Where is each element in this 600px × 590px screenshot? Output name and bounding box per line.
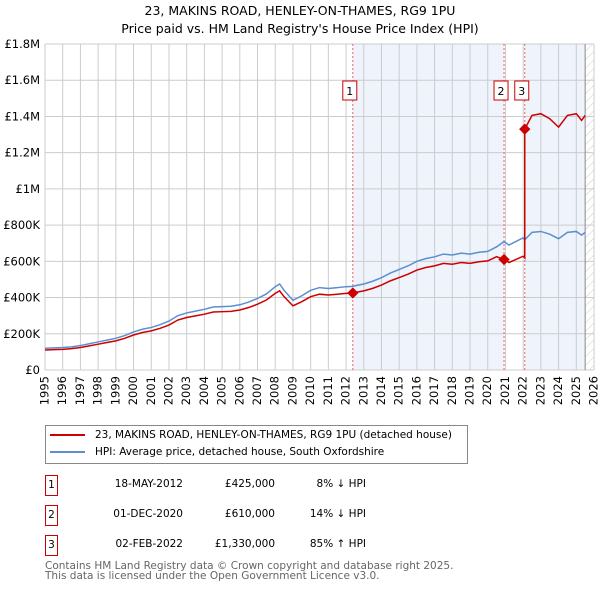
- sale-date: 02-FEB-2022: [115, 538, 183, 550]
- x-tick-label: 2023: [533, 376, 547, 405]
- sale-hpi-diff: 14% ↓ HPI: [309, 508, 366, 520]
- footer-copyright: Contains HM Land Registry data © Crown c…: [45, 560, 454, 572]
- legend-hpi-swatch: [50, 451, 85, 453]
- legend-property-label: 23, MAKINS ROAD, HENLEY-ON-THAMES, RG9 1…: [95, 429, 452, 441]
- x-tick-label: 2013: [356, 376, 370, 405]
- shaded-period-1: [352, 44, 505, 370]
- y-tick-label: £800K: [3, 218, 40, 232]
- sale-label: 3: [518, 85, 525, 98]
- legend: 23, MAKINS ROAD, HENLEY-ON-THAMES, RG9 1…: [45, 425, 468, 464]
- sale-label: 1: [346, 85, 353, 98]
- x-tick-label: 2020: [480, 376, 494, 405]
- y-tick-label: £1.6M: [4, 73, 40, 87]
- x-tick-label: 2014: [374, 376, 388, 405]
- y-tick-label: £200K: [3, 327, 40, 341]
- x-tick-label: 2005: [215, 376, 229, 405]
- property-line: [44, 112, 586, 351]
- sale-point: [498, 253, 510, 266]
- footer-licence: This data is licensed under the Open Gov…: [45, 570, 380, 582]
- x-tick-label: 2002: [161, 376, 175, 405]
- y-tick-label: £400K: [3, 291, 40, 305]
- x-tick-label: 2000: [126, 376, 140, 405]
- sale-price: £1,330,000: [214, 538, 275, 550]
- x-tick-label: 2021: [498, 376, 512, 405]
- x-tick-label: 2007: [250, 376, 264, 405]
- y-tick-label: £1.2M: [4, 146, 40, 160]
- shaded-period-2: [524, 44, 586, 370]
- sale-marker-number: 3: [45, 535, 58, 556]
- sale-label: 2: [498, 85, 505, 98]
- x-tick-label: 2026: [587, 376, 600, 405]
- legend-property-swatch: [50, 434, 85, 436]
- legend-hpi-label: HPI: Average price, detached house, Sout…: [95, 446, 385, 458]
- x-tick-label: 2009: [285, 376, 299, 405]
- sale-marker-number: 1: [45, 475, 58, 496]
- x-tick-label: 1996: [55, 376, 69, 405]
- sale-price: £425,000: [224, 478, 275, 490]
- x-tick-label: 2008: [268, 376, 282, 405]
- y-tick-label: £1.8M: [4, 37, 40, 51]
- sale-label-box: [493, 80, 509, 101]
- sale-label-box: [342, 80, 358, 101]
- x-tick-label: 2017: [427, 376, 441, 405]
- y-tick-label: £600K: [3, 254, 40, 268]
- x-tick-label: 2016: [409, 376, 423, 405]
- x-tick-label: 2025: [569, 376, 583, 405]
- sale-row: 1 18-MAY-2012 £425,000 8% ↓ HPI: [45, 475, 445, 496]
- sale-point: [347, 287, 359, 299]
- y-tick-label: £0: [25, 363, 40, 377]
- x-tick-label: 2015: [392, 376, 406, 405]
- chart-title: 23, MAKINS ROAD, HENLEY-ON-THAMES, RG9 1…: [144, 3, 456, 18]
- y-tick-label: £1M: [15, 182, 40, 196]
- x-tick-label: 2022: [516, 376, 530, 405]
- sale-label-box: [514, 80, 530, 101]
- x-tick-label: 2001: [144, 376, 158, 405]
- sale-hpi-diff: 8% ↓ HPI: [316, 478, 366, 490]
- price-chart: 1995 1996 1997 1998 1999 2000 2001 2002 2003 2004…: [3, 37, 600, 405]
- x-tick-label: 2012: [339, 376, 353, 405]
- sale-date: 18-MAY-2012: [114, 478, 183, 490]
- x-tick-label: 1998: [91, 376, 105, 405]
- future-hatch: [585, 44, 594, 370]
- sale-row: 2 01-DEC-2020 £610,000 14% ↓ HPI: [45, 505, 445, 526]
- x-tick-label: 2019: [463, 376, 477, 405]
- x-tick-label: 2006: [232, 376, 246, 405]
- x-tick-label: 1997: [73, 376, 87, 405]
- x-tick-label: 1995: [38, 376, 52, 405]
- chart-subtitle: Price paid vs. HM Land Registry's House …: [121, 21, 479, 36]
- x-tick-label: 2024: [551, 376, 565, 405]
- x-tick-label: 1999: [108, 376, 122, 405]
- hpi-line: [44, 230, 586, 350]
- sale-row: 3 02-FEB-2022 £1,330,000 85% ↑ HPI: [45, 535, 445, 556]
- x-tick-label: 2010: [303, 376, 317, 405]
- x-tick-label: 2011: [321, 376, 335, 405]
- x-tick-label: 2004: [197, 376, 211, 405]
- x-tick-label: 2003: [179, 376, 193, 405]
- sale-marker-number: 2: [45, 505, 58, 526]
- x-tick-label: 2018: [445, 376, 459, 405]
- sale-date: 01-DEC-2020: [113, 508, 183, 520]
- y-tick-label: £1.4M: [4, 109, 40, 123]
- sale-hpi-diff: 85% ↑ HPI: [309, 538, 366, 550]
- sale-price: £610,000: [224, 508, 275, 520]
